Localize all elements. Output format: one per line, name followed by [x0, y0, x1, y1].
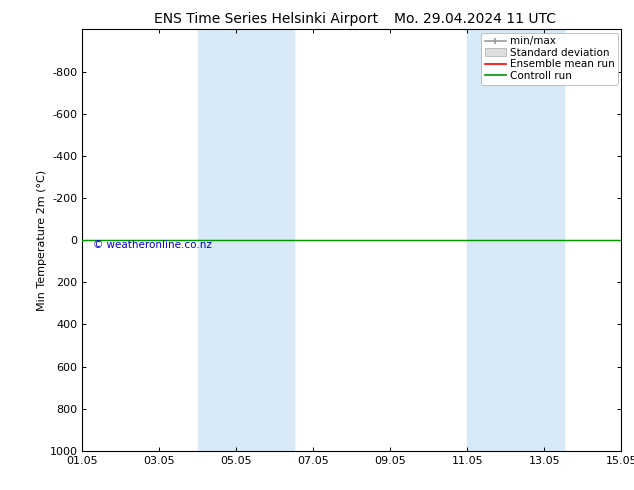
Y-axis label: Min Temperature 2m (°C): Min Temperature 2m (°C) — [37, 170, 47, 311]
Text: ENS Time Series Helsinki Airport: ENS Time Series Helsinki Airport — [154, 12, 378, 26]
Bar — [198, 29, 294, 451]
Text: Mo. 29.04.2024 11 UTC: Mo. 29.04.2024 11 UTC — [394, 12, 557, 26]
Bar — [467, 29, 564, 451]
Text: © weatheronline.co.nz: © weatheronline.co.nz — [93, 240, 212, 250]
Legend: min/max, Standard deviation, Ensemble mean run, Controll run: min/max, Standard deviation, Ensemble me… — [481, 32, 618, 84]
